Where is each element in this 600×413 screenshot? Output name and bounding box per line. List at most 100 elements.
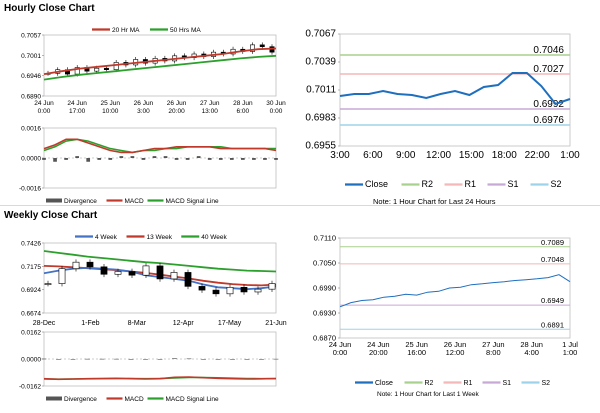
weekly-pivot-xtick: 20:00 (369, 348, 388, 357)
hourly-price-candle (94, 67, 100, 72)
weekly-price-xtick: 1-Feb (81, 320, 99, 327)
hourly-price-xtick: 26 Jun (134, 100, 154, 107)
weekly-pivot-ytick: 0.6930 (313, 309, 336, 318)
hourly-macd-divergence-bar (130, 156, 135, 158)
hourly-ma50-line (43, 54, 277, 81)
hourly-macd-divergence-bar (185, 158, 190, 160)
weekly-macd-divergence-bar (186, 358, 192, 360)
weekly-price-candle (58, 268, 66, 284)
weekly-price-candle (240, 287, 248, 293)
hourly-macd-legend-label: Divergence (64, 198, 97, 205)
weekly-macd-divergence-bar (41, 358, 47, 360)
weekly-price-candle (128, 271, 136, 276)
weekly-pivot-ytick: 0.7050 (313, 259, 336, 268)
hourly-pivot-legend-label: R2 (422, 179, 434, 189)
hourly-pivot-xtick: 18:00 (492, 150, 517, 161)
weekly-macd-legend-swatch (46, 396, 62, 401)
weekly-macd-divergence-bar (157, 359, 163, 360)
hourly-macd-divergence-bar (152, 156, 157, 158)
weekly-macd-divergence-bar (230, 359, 235, 360)
weekly-macd-divergence-bar (128, 359, 134, 360)
weekly-price-legend-label: 4 Week (95, 234, 118, 241)
weekly-pivot-legend-label: S1 (503, 380, 512, 387)
hourly-pivot-ytick: 0.6955 (305, 141, 336, 152)
hourly-pivot-ytick: 0.7067 (305, 29, 336, 40)
weekly-pivot-legend-label: R2 (425, 380, 434, 387)
weekly-pivot-xtick: 26 Jun (444, 340, 467, 349)
weekly-price-ytick: 0.7175 (21, 264, 41, 271)
hourly-macd-divergence-bar (53, 158, 57, 162)
hourly-price-candle (74, 67, 80, 75)
hourly-pivot-legend-label: S1 (508, 179, 519, 189)
weekly-pivot-xtick: 28 Jun (520, 340, 543, 349)
hourly-pivot-close-line (339, 72, 571, 106)
hourly-macd-divergence-bar (163, 156, 168, 158)
weekly-pivot-legend-label: S2 (542, 380, 551, 387)
weekly-price-candle (114, 271, 122, 275)
weekly-pivot-xtick: 8:00 (486, 348, 501, 357)
hourly-pivot-level-label-r2: 0.7046 (533, 45, 564, 56)
hourly-price-xtick: 24 Jun (67, 100, 87, 107)
hourly-pivot-level-label-s2: 0.6976 (533, 115, 564, 126)
hourly-price-xtick: 30 Jun (266, 100, 286, 107)
weekly-price-candle (254, 288, 262, 293)
hourly-macd-divergence-bar (252, 158, 256, 160)
weekly-macd-macd-line (43, 376, 277, 381)
hourly-macd-divergence-bar (97, 158, 102, 160)
weekly-price-candle (142, 265, 150, 276)
weekly-price-xtick: 8-Mar (128, 320, 147, 327)
hourly-macd-divergence-bar (218, 158, 223, 160)
hourly-price-ytick: 0.6946 (21, 73, 41, 80)
hourly-pivot-note: Note: 1 Hour Chart for Last 24 Hours (373, 197, 496, 206)
weekly-price-legend-label: 40 Week (201, 234, 227, 241)
weekly-pivot-xtick: 0:00 (333, 348, 348, 357)
weekly-price-xtick: 21-Jun (265, 320, 287, 327)
hourly-macd-legend-label: MACD Signal Line (166, 198, 219, 205)
weekly-price-xtick: 17-May (218, 320, 242, 327)
hourly-macd-divergence-bar (108, 158, 113, 160)
weekly-macd-divergence-bar (215, 359, 221, 360)
weekly-price-candle (170, 272, 178, 280)
weekly-price-candle (156, 265, 164, 280)
hourly-pivot-ytick: 0.7011 (306, 85, 336, 96)
weekly-macd-ytick: 0.0162 (21, 330, 41, 337)
hourly-pivot-xtick: 1:00 (560, 150, 580, 161)
hourly-macd-signal-line (43, 138, 276, 154)
weekly-pivot-legend-label: R1 (464, 380, 473, 387)
hourly-macd-divergence-bar (86, 158, 91, 162)
weekly-price-frame (43, 242, 277, 314)
hourly-ma20-line (43, 47, 277, 75)
hourly-pivot-level-label-r1: 0.7027 (533, 64, 564, 75)
hourly-pivot-ytick: 0.7039 (305, 57, 336, 68)
weekly-pivot-level-label-r2: 0.7089 (541, 238, 564, 247)
hourly-pivot-ytick: 0.6983 (305, 113, 336, 124)
weekly-pivot-level-label-s1: 0.6949 (541, 296, 564, 305)
hourly-price-xtick: 3:00 (137, 108, 150, 115)
hourly-macd-legend-swatch (46, 198, 62, 203)
hourly-price-xtick: 27 Jun (200, 100, 220, 107)
hourly-macd-ytick: 0.0000 (21, 156, 41, 163)
hourly-section-title: Hourly Close Chart (4, 3, 95, 14)
weekly-pivot-ytick: 0.6870 (313, 334, 336, 343)
hourly-pivot-xtick: 12:00 (426, 150, 451, 161)
weekly-pivot-ytick: 0.6990 (313, 284, 336, 293)
weekly-pivot-level-label-s2: 0.6891 (541, 320, 564, 329)
hourly-macd-divergence-bar (241, 158, 245, 160)
hourly-price-ytick: 0.7001 (21, 53, 41, 60)
hourly-price-xtick: 28 Jun (233, 100, 253, 107)
weekly-price-candle (198, 286, 206, 291)
weekly-macd-divergence-bar (99, 358, 105, 360)
weekly-price-xtick: 12-Apr (173, 320, 195, 327)
weekly-pivot-ytick: 0.7110 (314, 234, 336, 243)
hourly-macd-divergence-bar (229, 158, 234, 160)
hourly-price-legend-label: 20 Hr MA (112, 27, 140, 34)
hourly-macd-divergence-bar (263, 158, 267, 160)
hourly-price-candle (250, 44, 255, 52)
hourly-macd-ytick: 0.0016 (21, 126, 41, 133)
weekly-pivot-xtick: 27 Jun (482, 340, 505, 349)
hourly-pivot-xtick: 6:00 (363, 150, 383, 161)
section-divider (0, 205, 600, 206)
weekly-macd-divergence-bar (273, 358, 279, 360)
weekly-price-ytick: 0.6924 (21, 287, 41, 294)
hourly-price-ytick: 0.7057 (21, 33, 41, 40)
